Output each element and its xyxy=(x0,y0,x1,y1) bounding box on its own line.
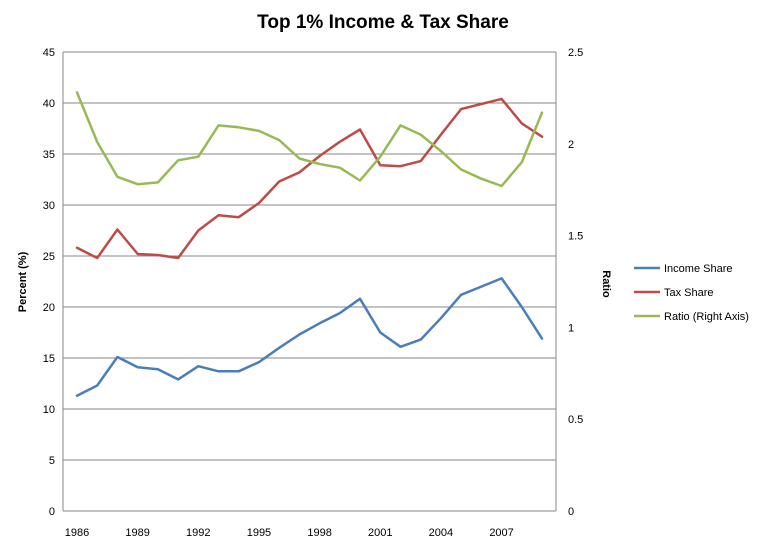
y2-tick-label: 1 xyxy=(568,322,574,334)
y-tick-label: 40 xyxy=(43,98,55,110)
axes xyxy=(62,52,557,512)
y-tick-label: 30 xyxy=(43,200,55,212)
legend-label: Income Share xyxy=(664,263,732,275)
y-tick-label: 20 xyxy=(43,302,55,314)
y2-axis-label: Ratio xyxy=(600,270,612,298)
left-y-axis-ticks: 0 5 10 15 20 25 30 35 40 45 xyxy=(43,47,55,518)
x-tick-label: 1992 xyxy=(186,527,210,539)
chart-title: Top 1% Income & Tax Share xyxy=(257,12,509,33)
series-line-ratio-right-axis xyxy=(75,91,544,188)
y-tick-label: 0 xyxy=(49,506,55,518)
x-tick-label: 2007 xyxy=(489,527,513,539)
x-tick-label: 1998 xyxy=(307,527,331,539)
series-line-tax-share xyxy=(75,97,544,260)
x-tick-label: 1995 xyxy=(247,527,271,539)
x-tick-label: 2004 xyxy=(429,527,453,539)
series-lines xyxy=(75,91,544,397)
y-tick-label: 10 xyxy=(43,404,55,416)
y-tick-label: 45 xyxy=(43,47,55,59)
y2-tick-label: 2 xyxy=(568,139,574,151)
y2-tick-label: 1.5 xyxy=(568,231,583,243)
gridlines xyxy=(63,51,556,461)
x-axis-ticks: 1986 1989 1992 1995 1998 2001 2004 2007 xyxy=(65,527,514,539)
y2-tick-label: 2.5 xyxy=(568,47,583,59)
right-y-axis-ticks: 0 0.5 1 1.5 2 2.5 xyxy=(568,47,583,518)
y-tick-label: 15 xyxy=(43,353,55,365)
y-tick-label: 35 xyxy=(43,149,55,161)
x-tick-label: 1986 xyxy=(65,527,89,539)
series-line-income-share xyxy=(75,277,544,397)
x-tick-label: 1989 xyxy=(125,527,149,539)
y-tick-label: 25 xyxy=(43,251,55,263)
legend-label: Tax Share xyxy=(664,287,714,299)
y2-tick-label: 0.5 xyxy=(568,414,583,426)
y-axis-label: Percent (%) xyxy=(17,251,29,312)
y-tick-label: 5 xyxy=(49,455,55,467)
x-tick-label: 2001 xyxy=(368,527,392,539)
legend-label: Ratio (Right Axis) xyxy=(664,311,749,323)
y2-tick-label: 0 xyxy=(568,506,574,518)
legend: Income Share Tax Share Ratio (Right Axis) xyxy=(634,263,749,323)
